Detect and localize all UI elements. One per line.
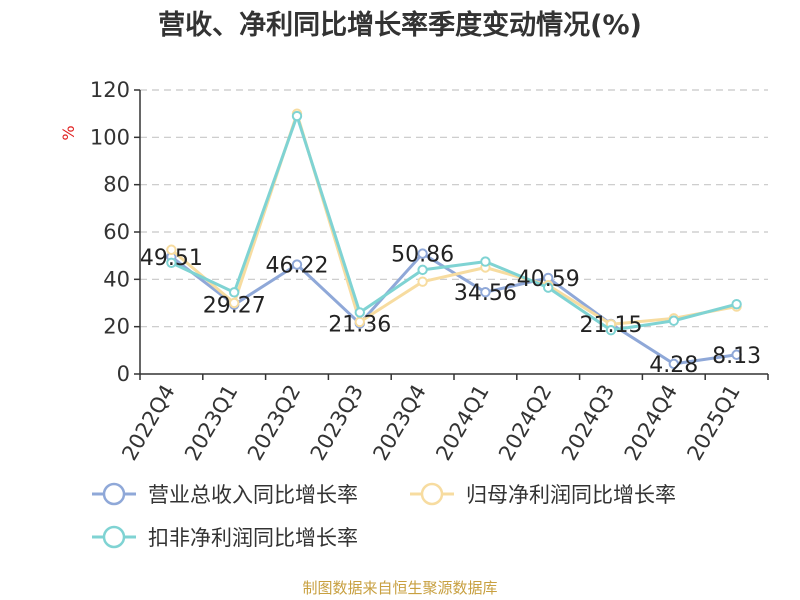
data-point-2 (417, 264, 428, 276)
data-label: 46.22 (266, 254, 329, 279)
grid (140, 89, 768, 328)
y-tick-label: 100 (90, 125, 130, 149)
data-point-1 (166, 244, 177, 255)
data-point-0 (731, 349, 742, 360)
data-label: 50.86 (391, 243, 454, 268)
legend-label-2: 扣非净利润同比增长率 (148, 526, 358, 550)
data-label: 34.56 (454, 281, 517, 306)
data-point-2 (291, 110, 303, 122)
y-tick-label: 40 (103, 267, 130, 291)
y-tick-label: 0 (117, 362, 130, 386)
y-tick-label: 60 (103, 220, 130, 244)
y-tick-label: 80 (103, 173, 130, 197)
data-point-2 (668, 315, 679, 326)
data-label: 21.36 (328, 312, 391, 337)
data-point-0 (480, 287, 491, 298)
x-tick-label: 2024Q4 (620, 381, 682, 465)
data-point-1 (417, 276, 428, 287)
data-label: 8.13 (712, 344, 761, 369)
data-point-2 (731, 298, 742, 310)
data-label: 29.27 (203, 294, 266, 319)
series-group (166, 108, 742, 370)
data-point-1 (354, 316, 365, 328)
x-tick-label: 2024Q2 (494, 381, 556, 465)
data-point-1 (229, 297, 240, 309)
source-note: 制图数据来自恒生聚源数据库 (302, 579, 497, 597)
x-tick-label: 2023Q3 (306, 381, 368, 465)
data-label: 49.51 (140, 246, 203, 271)
x-tick-label: 2025Q1 (682, 381, 744, 465)
data-label: 21.15 (580, 313, 643, 338)
series-line-0 (170, 252, 737, 366)
x-tick-label: 2023Q2 (243, 381, 305, 465)
x-tick-label: 2023Q1 (180, 381, 242, 465)
legend-label-0: 营业总收入同比增长率 (148, 483, 358, 507)
data-point-2 (354, 307, 365, 318)
y-tick-label: 20 (103, 315, 130, 339)
data-point-2 (229, 287, 240, 298)
data-point-0 (668, 358, 679, 370)
x-tick-label: 2024Q1 (431, 381, 493, 465)
legend-marker-2 (102, 525, 126, 549)
data-label: 40.59 (517, 267, 580, 292)
data-point-0 (417, 248, 428, 259)
data-point-2 (166, 257, 177, 268)
x-tick-label: 2022Q4 (117, 381, 179, 465)
series-line-2 (170, 114, 737, 332)
chart-title: 营收、净利同比增长率季度变动情况(%) (158, 9, 642, 41)
legend-marker-1 (420, 482, 444, 506)
y-tick-label: 120 (90, 78, 130, 102)
data-point-2 (543, 282, 554, 293)
data-point-2 (480, 256, 491, 267)
data-point-2 (605, 325, 617, 336)
x-tick-label: 2023Q4 (368, 381, 430, 465)
data-label: 4.28 (649, 353, 698, 378)
legend-marker-0 (102, 482, 126, 506)
y-unit-label: % (59, 125, 78, 140)
x-tick-label: 2024Q3 (557, 381, 619, 465)
legend-label-1: 归母净利润同比增长率 (466, 483, 676, 507)
data-point-0 (291, 259, 303, 270)
